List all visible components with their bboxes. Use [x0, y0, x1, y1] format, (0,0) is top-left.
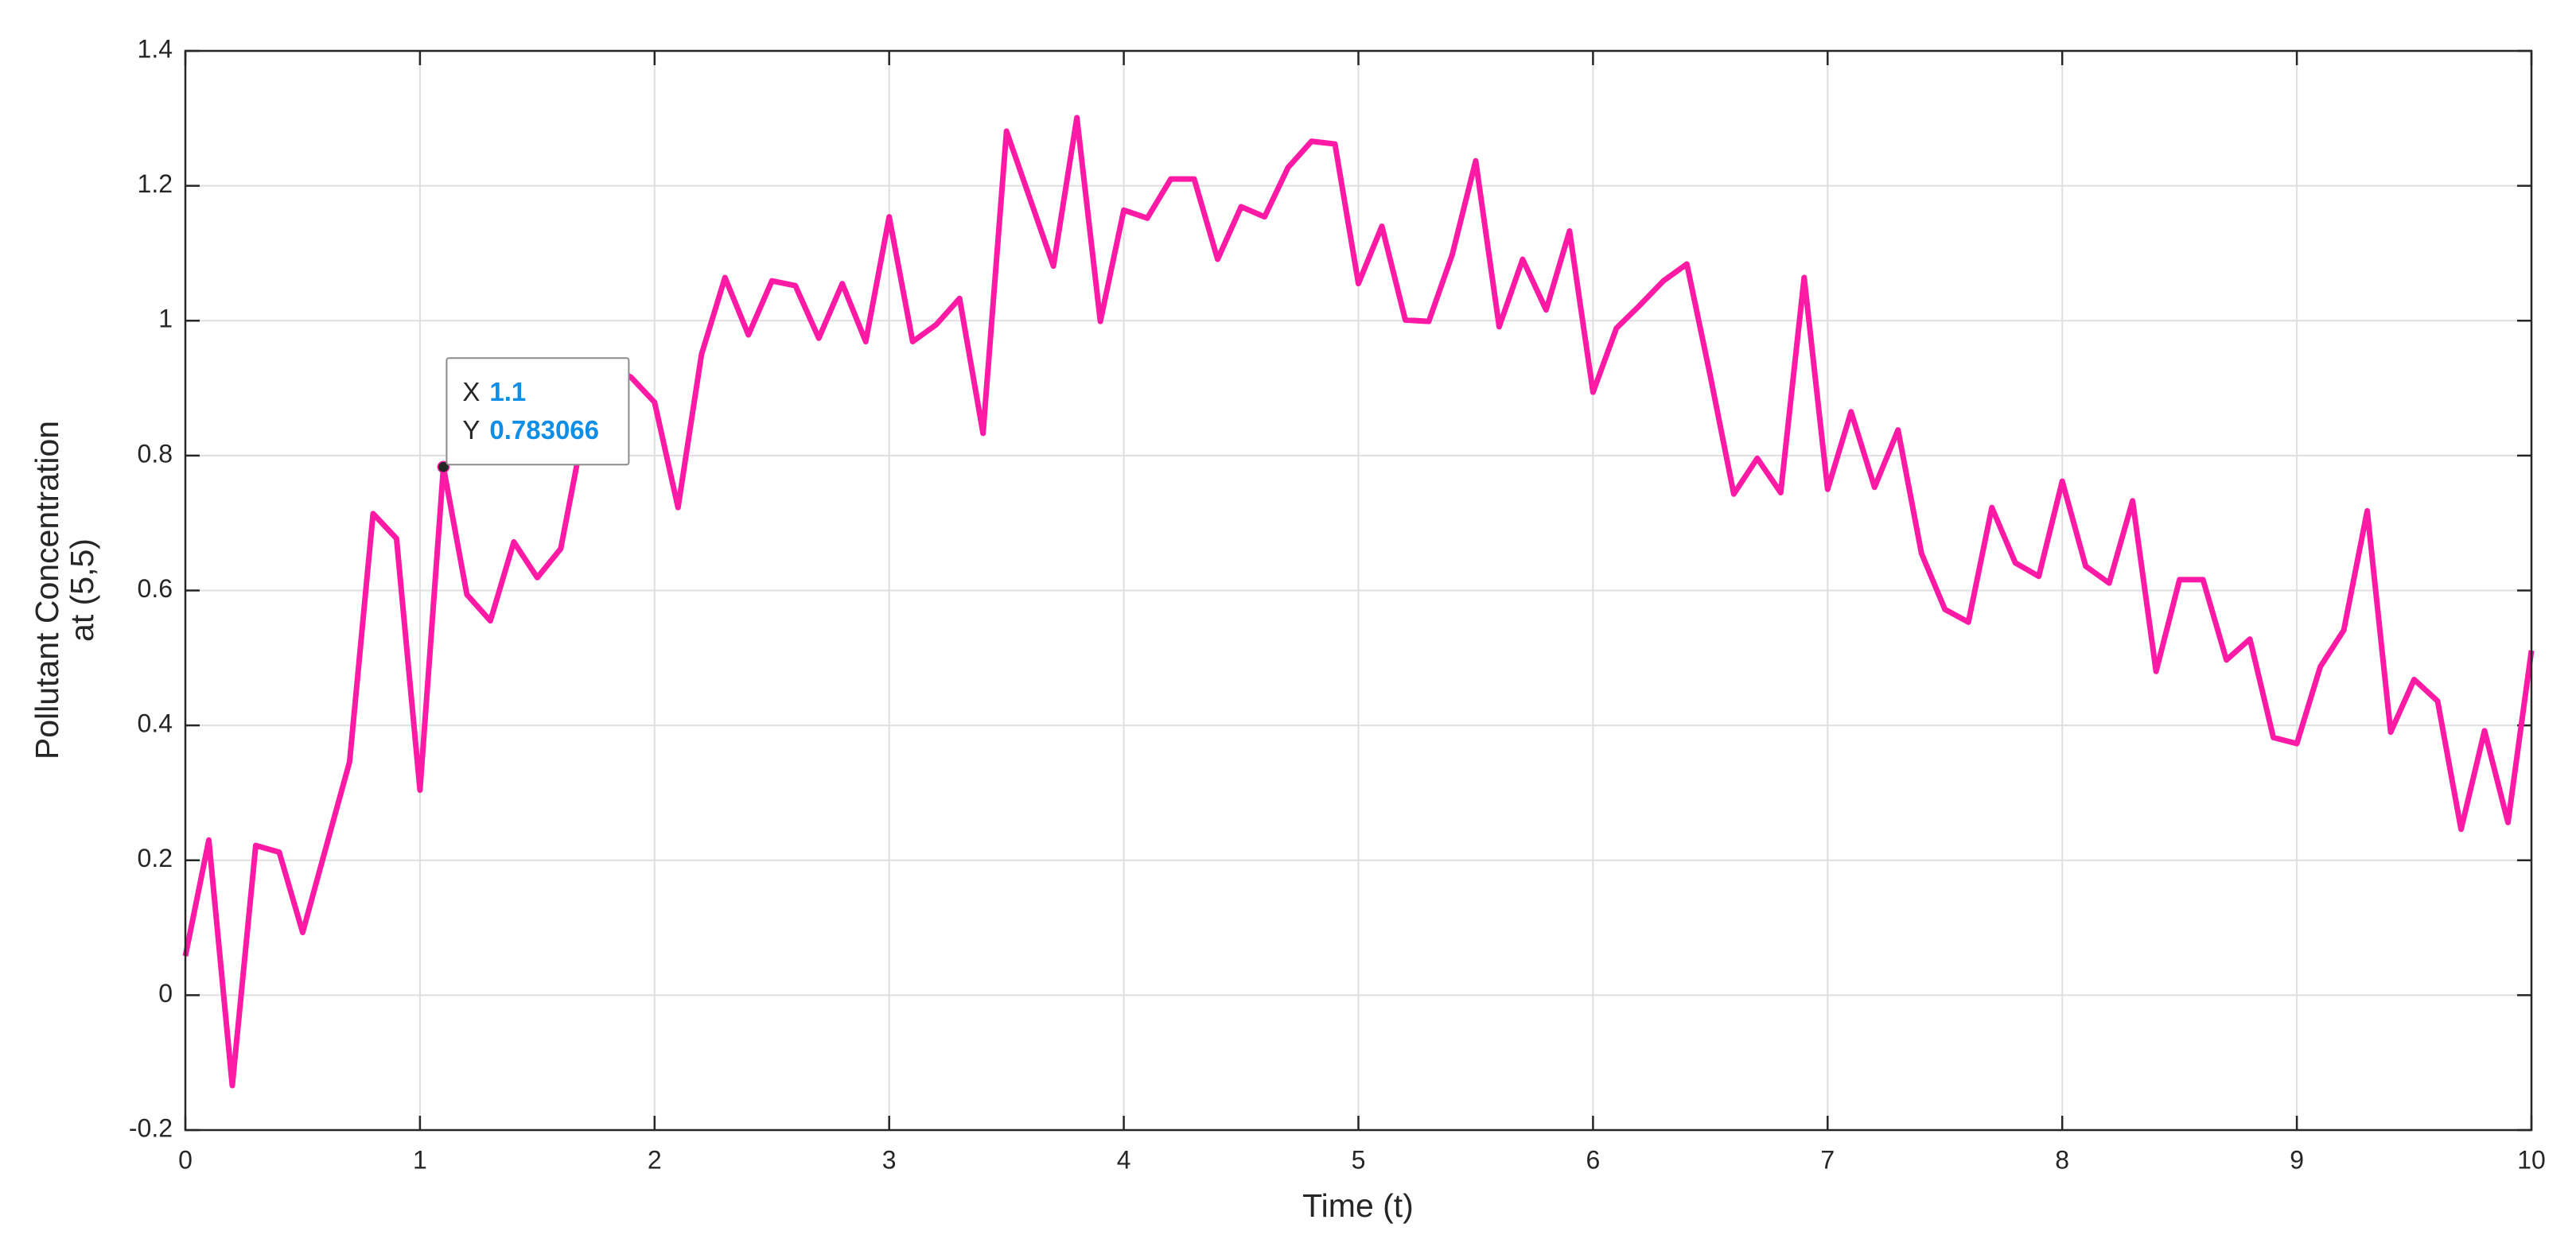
x-tick-label: 7 [1820, 1145, 1835, 1174]
y-tick-label: 1 [158, 305, 173, 333]
x-tick-label: 5 [1352, 1145, 1366, 1174]
x-tick-label: 8 [2055, 1145, 2069, 1174]
x-tick-label: 1 [413, 1145, 427, 1174]
datatip-box [446, 357, 630, 466]
y-tick-label: 0.2 [138, 844, 173, 872]
x-tick-label: 0 [178, 1145, 193, 1174]
y-tick-label: 0 [158, 979, 173, 1008]
x-tick-label: 6 [1586, 1145, 1601, 1174]
datatip-y-label: Y [462, 415, 480, 445]
axes-box [184, 49, 2533, 1132]
datatip-marker [437, 460, 450, 473]
y-tick-label: 1.2 [138, 169, 173, 198]
datatip-x-label: X [462, 377, 480, 406]
y-axis-label-line: Pollutant Concentration [29, 421, 65, 759]
x-tick-label: 3 [882, 1145, 897, 1174]
x-axis-label: Time (t) [1302, 1187, 1414, 1224]
x-tick-label: 9 [2290, 1145, 2304, 1174]
line [182, 115, 2535, 1089]
y-axis-label: Pollutant Concentration at (5,5) [29, 421, 100, 759]
y-tick-label: 1.4 [138, 34, 173, 63]
y-tick-label: -0.2 [129, 1113, 173, 1142]
x-tick-label: 10 [2517, 1145, 2546, 1174]
datatip-y-value: 0.783066 [489, 415, 599, 445]
datatip-x-value: 1.1 [489, 377, 526, 406]
datatip: X 1.1 Y 0.783066 [437, 357, 630, 473]
x-tick-label: 4 [1117, 1145, 1131, 1174]
y-tick-label: 0.8 [138, 439, 173, 468]
y-axis-label-line: at (5,5) [64, 538, 100, 642]
y-tick-label: 0.4 [138, 709, 173, 738]
y-tick-label: 0.6 [138, 574, 173, 603]
x-tick-label: 2 [648, 1145, 662, 1174]
plot-area [182, 115, 2535, 1089]
